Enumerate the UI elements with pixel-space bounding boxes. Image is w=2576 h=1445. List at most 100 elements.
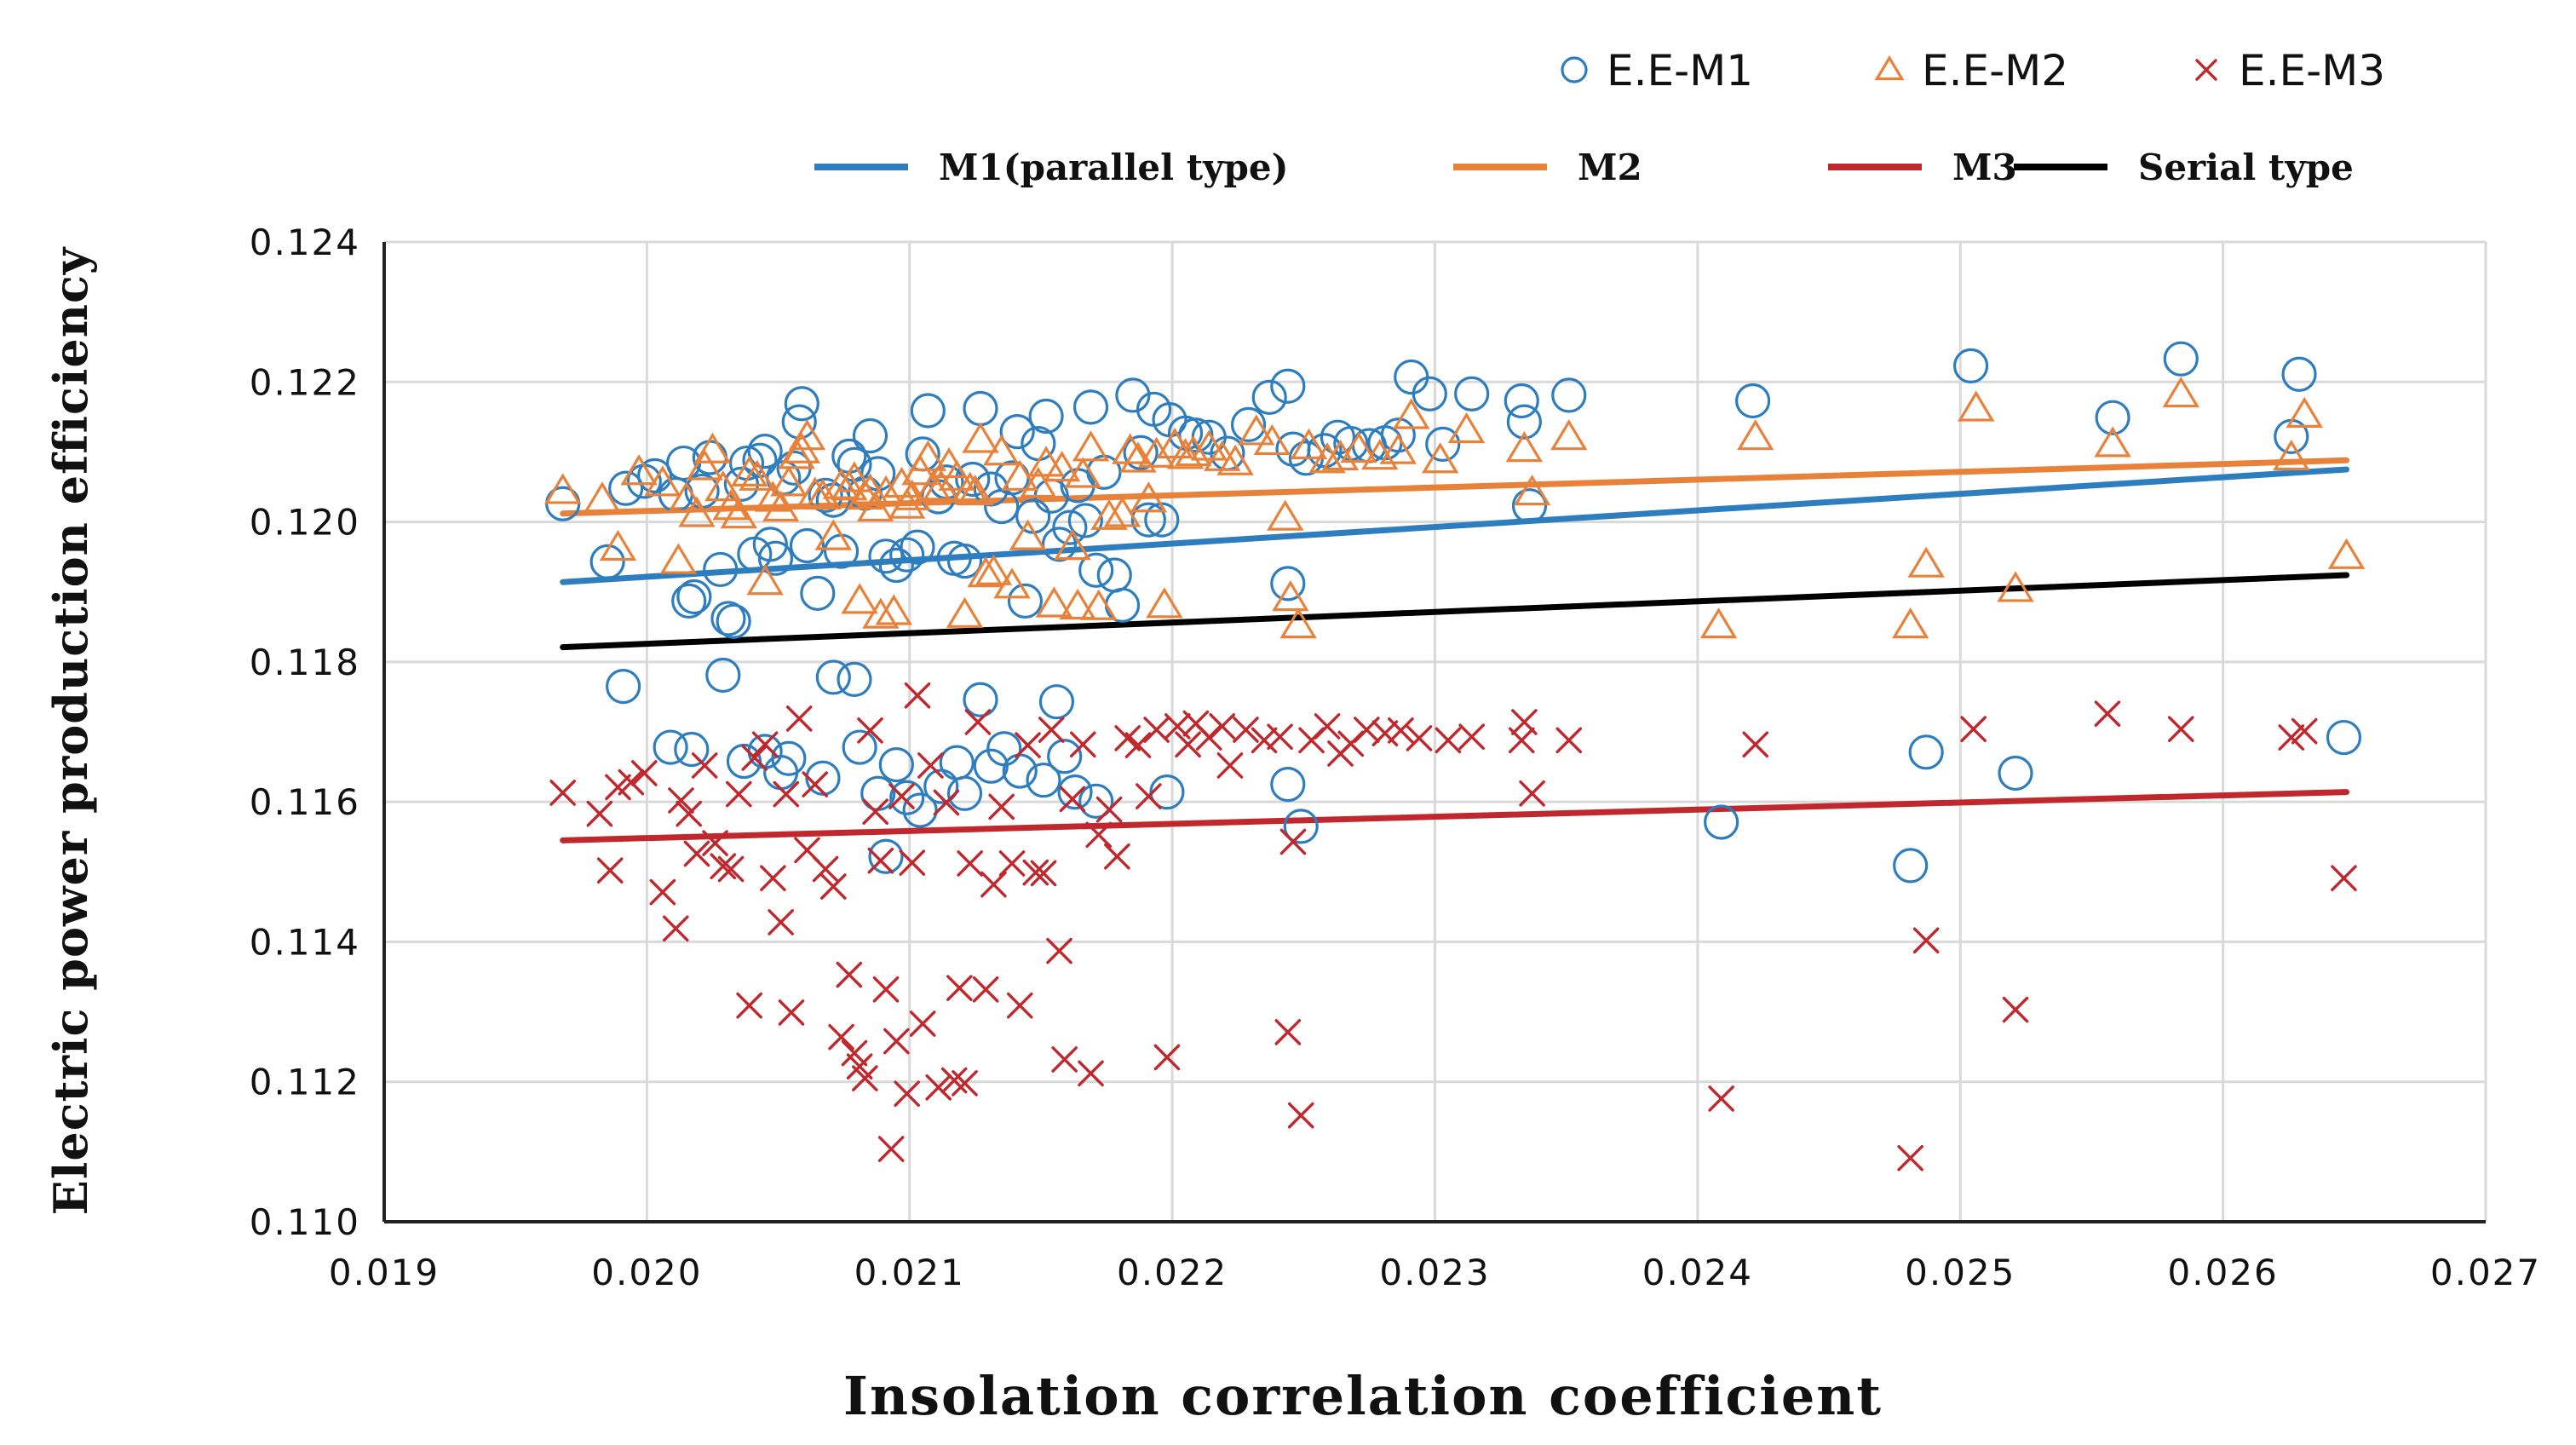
point-e-e-m3 [1742,731,1769,758]
point-e-e-m2 [1550,419,1588,451]
point-e-e-m2 [1072,430,1110,462]
point-e-e-m1 [752,527,788,562]
x-tick-label: 0.022 [1117,1252,1228,1293]
point-e-e-m1 [1007,583,1044,619]
point-e-e-m1 [878,547,914,584]
point-e-e-m3 [1287,1102,1314,1129]
y-tick-label: 0.110 [250,1201,360,1243]
point-e-e-m1 [946,543,983,579]
point-e-e-m3 [964,709,992,735]
point-e-e-m2 [770,465,808,497]
point-e-e-m2 [867,475,905,506]
point-e-e-m2 [1001,459,1038,491]
point-e-e-m3 [883,1028,910,1055]
point-e-e-m3 [726,780,752,808]
point-e-e-m3 [836,961,863,988]
point-e-e-m2 [1513,474,1551,506]
point-e-e-m2 [1043,451,1081,482]
point-e-e-m2 [2273,439,2310,471]
legend-lines: M1(parallel type) M2 M3 Serial type [814,147,2354,188]
point-e-e-m1 [1998,755,2033,792]
point-e-e-m3 [676,800,703,827]
point-e-e-m1 [703,551,739,588]
point-e-e-m2 [1253,423,1291,456]
point-e-e-m2 [2327,538,2366,569]
point-e-e-m1 [674,731,710,768]
point-e-e-m2 [1130,481,1168,513]
point-e-e-m3 [1388,717,1414,744]
point-e-e-m2 [2286,396,2323,428]
point-e-e-m2 [2094,426,2131,458]
point-e-e-m2 [1421,442,1459,474]
point-e-e-m1 [1283,809,1319,844]
x-axis-title: Insolation correlation coefficient [843,1365,1883,1427]
point-e-e-m3 [980,871,1007,898]
point-e-e-m2 [1009,519,1047,550]
point-e-e-m2 [1393,398,1430,429]
point-e-e-m2 [1505,431,1544,463]
point-e-e-m2 [1279,607,1317,639]
point-e-e-m3 [717,855,745,883]
point-e-e-m2 [1190,429,1228,461]
point-e-e-m2 [730,455,768,486]
x-tick-label: 0.026 [2168,1252,2279,1293]
point-e-e-m1 [676,579,712,615]
point-e-e-m3 [1015,732,1041,758]
point-e-e-m3 [549,780,576,806]
y-tick-label: 0.118 [250,642,360,683]
point-e-e-m3 [630,760,658,786]
point-e-e-m1 [2163,341,2199,377]
point-e-e-m1 [910,393,946,429]
point-e-e-m3 [1051,1046,1078,1073]
point-e-e-m2 [875,594,912,625]
point-e-e-m3 [888,783,915,809]
x-tick-label: 0.021 [854,1252,965,1293]
point-e-e-m3 [899,849,926,876]
point-e-e-m2 [1054,529,1091,561]
point-e-e-m2 [584,481,621,513]
point-e-e-m1 [1511,488,1548,524]
point-e-e-m3 [1030,860,1057,887]
point-e-e-m1 [653,729,688,765]
point-e-e-m1 [1506,404,1542,440]
point-e-e-m3 [820,873,847,900]
point-e-e-m2 [946,596,984,628]
point-e-e-m3 [1216,752,1244,779]
point-e-e-m2 [746,564,784,596]
point-e-e-m1 [963,390,998,427]
point-e-e-m1 [747,734,783,769]
y-tick-label: 0.122 [250,361,360,403]
point-e-e-m1 [808,477,843,513]
point-e-e-m1 [946,775,983,811]
point-e-e-m1 [1015,498,1051,534]
point-e-e-m3 [785,705,813,732]
point-e-e-m3 [1069,731,1096,758]
legend-label: M2 [1578,147,1642,188]
point-e-e-m1 [1067,503,1103,538]
point-e-e-m2 [1238,414,1275,446]
point-e-e-m1 [1270,767,1306,803]
point-e-e-m1 [939,745,975,780]
point-e-e-m3 [1136,783,1162,809]
point-e-e-m1 [1735,383,1771,419]
point-e-e-m3 [1095,796,1123,823]
point-e-e-m3 [1314,713,1341,740]
point-e-e-m3 [760,865,786,891]
point-e-e-m2 [993,567,1031,599]
point-e-e-m1 [716,603,751,639]
point-e-e-m1 [852,417,888,454]
point-e-e-m1 [1952,348,1989,383]
point-e-e-m2 [1736,419,1774,451]
y-axis-title: Electric power production efficiency [43,246,98,1215]
point-e-e-m3 [925,1074,952,1101]
legend-marker-e-e-m1 [1561,56,1588,83]
trend-line-m3 [560,789,2350,843]
point-e-e-m1 [889,780,925,815]
point-e-e-m2 [1064,457,1102,488]
legend-markers: E.E-M1 E.E-M2 E.E-M3 [1561,46,2385,95]
point-e-e-m1 [705,657,741,694]
point-e-e-m3 [2331,865,2357,891]
point-e-e-m2 [1290,428,1328,459]
point-e-e-m3 [1960,716,1987,743]
point-e-e-m1 [1704,804,1739,840]
